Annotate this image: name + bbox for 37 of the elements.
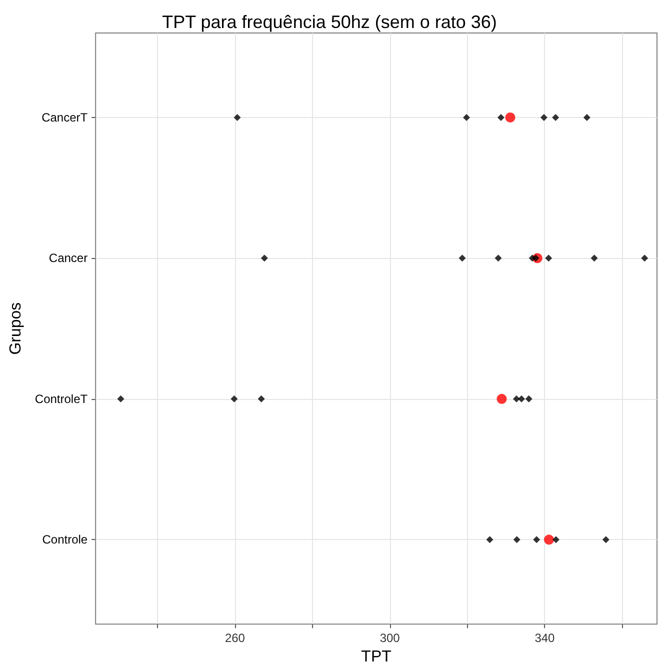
point xyxy=(458,254,466,262)
point xyxy=(497,114,504,121)
point xyxy=(234,114,241,121)
point xyxy=(512,395,520,402)
point xyxy=(463,114,470,121)
point xyxy=(532,254,540,262)
point xyxy=(602,536,610,544)
point xyxy=(540,114,548,121)
x-tick-label: 300 xyxy=(380,631,400,646)
point xyxy=(496,394,507,404)
y-tick-label: CancerT xyxy=(42,110,88,124)
point xyxy=(260,254,268,262)
y-tick-label: Controle xyxy=(42,532,88,547)
point xyxy=(533,536,540,544)
point xyxy=(545,254,552,262)
x-axis-title: TPT xyxy=(361,648,392,666)
y-tick-label: Cancer xyxy=(48,251,88,266)
point xyxy=(590,254,598,262)
point xyxy=(552,536,560,544)
x-tick-label: 340 xyxy=(534,631,556,646)
y-axis-title: Grupos xyxy=(8,302,24,355)
point xyxy=(641,254,648,262)
chart-title: TPT para frequência 50hz (sem o rato 36) xyxy=(162,12,497,32)
point xyxy=(525,395,532,402)
y-tick-label: ControleT xyxy=(34,392,88,406)
point xyxy=(583,114,590,121)
point xyxy=(518,395,525,402)
point xyxy=(544,534,554,545)
point xyxy=(552,114,560,121)
point xyxy=(258,395,265,402)
x-tick-label: 260 xyxy=(224,631,246,646)
point xyxy=(494,254,502,262)
point xyxy=(486,536,494,544)
point xyxy=(230,395,238,402)
point xyxy=(513,536,520,544)
point xyxy=(117,395,124,402)
point xyxy=(505,112,516,122)
